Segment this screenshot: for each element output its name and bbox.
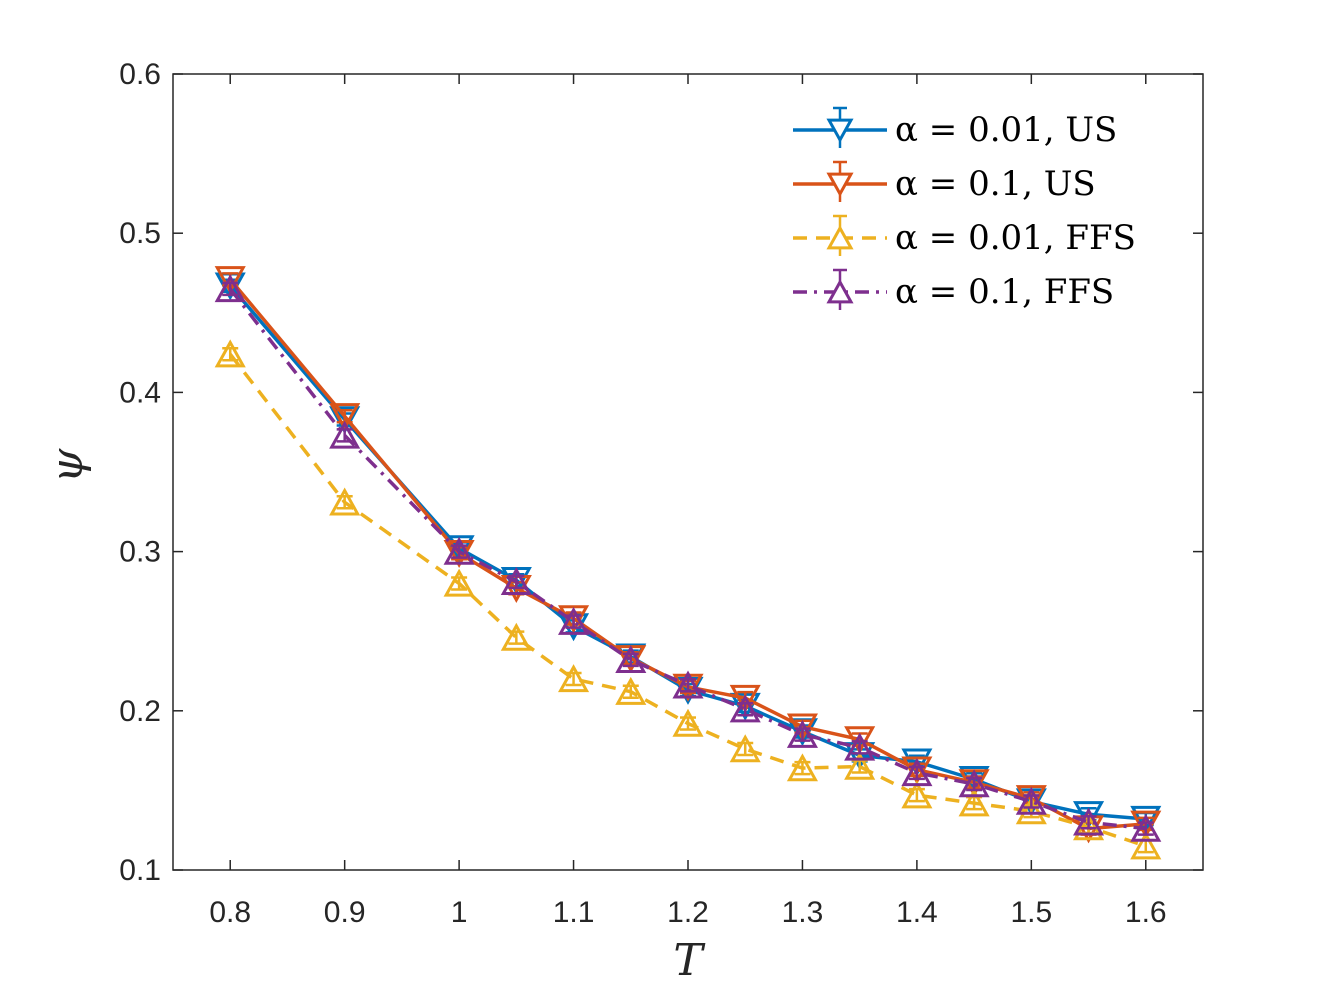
data-point xyxy=(786,753,818,782)
x-tick-label: 1.2 xyxy=(667,896,709,929)
series-line xyxy=(228,353,1147,848)
data-point xyxy=(1073,801,1105,830)
data-point xyxy=(901,756,933,785)
y-tick-label: 0.1 xyxy=(119,854,161,887)
data-point xyxy=(958,769,990,798)
ticks: 0.8 0.9 1 1.1 1.2 1.3 1.4 1.5 1.6 0.1 0.2 0.3 0.4 0.5… xyxy=(119,58,1203,929)
legend-marker xyxy=(826,172,854,197)
data-point xyxy=(214,339,246,368)
series-layer xyxy=(214,266,1162,860)
data-point xyxy=(615,676,647,705)
data-point xyxy=(1015,796,1047,825)
y-tick-label: 0.5 xyxy=(119,217,161,250)
x-tick-label: 1 xyxy=(451,896,468,929)
legend: α = 0.01, US α = 0.1, US α = 0.01, FFS α = … xyxy=(793,106,1136,312)
data-point xyxy=(729,694,761,723)
data-point xyxy=(1015,786,1047,815)
data-point xyxy=(901,748,933,777)
data-point xyxy=(214,274,246,303)
data-point xyxy=(672,708,704,737)
data-point xyxy=(958,788,990,817)
legend-label: α = 0.1, US xyxy=(895,164,1096,204)
data-point xyxy=(729,734,761,763)
data-point xyxy=(901,758,933,787)
data-point xyxy=(500,622,532,651)
data-point xyxy=(672,670,704,699)
legend-label: α = 0.01, US xyxy=(895,110,1117,150)
data-point xyxy=(844,726,876,755)
data-point xyxy=(1130,831,1162,860)
data-point xyxy=(786,719,818,748)
data-point xyxy=(443,536,475,565)
data-point xyxy=(844,732,876,761)
data-point xyxy=(786,713,818,742)
data-point xyxy=(615,645,647,674)
x-tick-label: 0.8 xyxy=(209,896,251,929)
data-point xyxy=(729,684,761,713)
y-tick-label: 0.4 xyxy=(119,376,161,409)
y-tick-label: 0.2 xyxy=(119,695,161,728)
data-point xyxy=(901,780,933,809)
y-tick-label: 0.3 xyxy=(119,536,161,569)
data-point xyxy=(329,403,361,432)
data-point xyxy=(500,567,532,596)
data-point xyxy=(1130,813,1162,842)
plot-area xyxy=(172,73,1204,871)
data-point xyxy=(558,606,590,635)
legend-label: α = 0.01, FFS xyxy=(895,218,1136,258)
y-axis-label: ψ xyxy=(42,448,93,483)
x-tick-label: 1.5 xyxy=(1010,896,1052,929)
x-tick-label: 1.4 xyxy=(896,896,938,929)
series-group xyxy=(214,274,1162,842)
legend-marker xyxy=(826,118,854,143)
legend-marker xyxy=(826,279,854,304)
x-tick-label: 1.3 xyxy=(782,896,824,929)
data-point xyxy=(844,751,876,780)
y-tick-label: 0.6 xyxy=(119,58,161,91)
x-tick-label: 1.1 xyxy=(553,896,595,929)
x-tick-label: 0.9 xyxy=(324,896,366,929)
x-axis-label: T xyxy=(673,935,706,986)
data-point xyxy=(329,420,361,449)
legend-marker xyxy=(826,225,854,250)
data-point xyxy=(329,406,361,435)
legend-label: α = 0.1, FFS xyxy=(895,272,1114,312)
data-point xyxy=(1073,807,1105,836)
x-tick-label: 1.6 xyxy=(1125,896,1167,929)
data-point xyxy=(558,664,590,693)
data-point xyxy=(214,266,246,295)
data-point xyxy=(329,487,361,516)
data-point xyxy=(443,568,475,597)
